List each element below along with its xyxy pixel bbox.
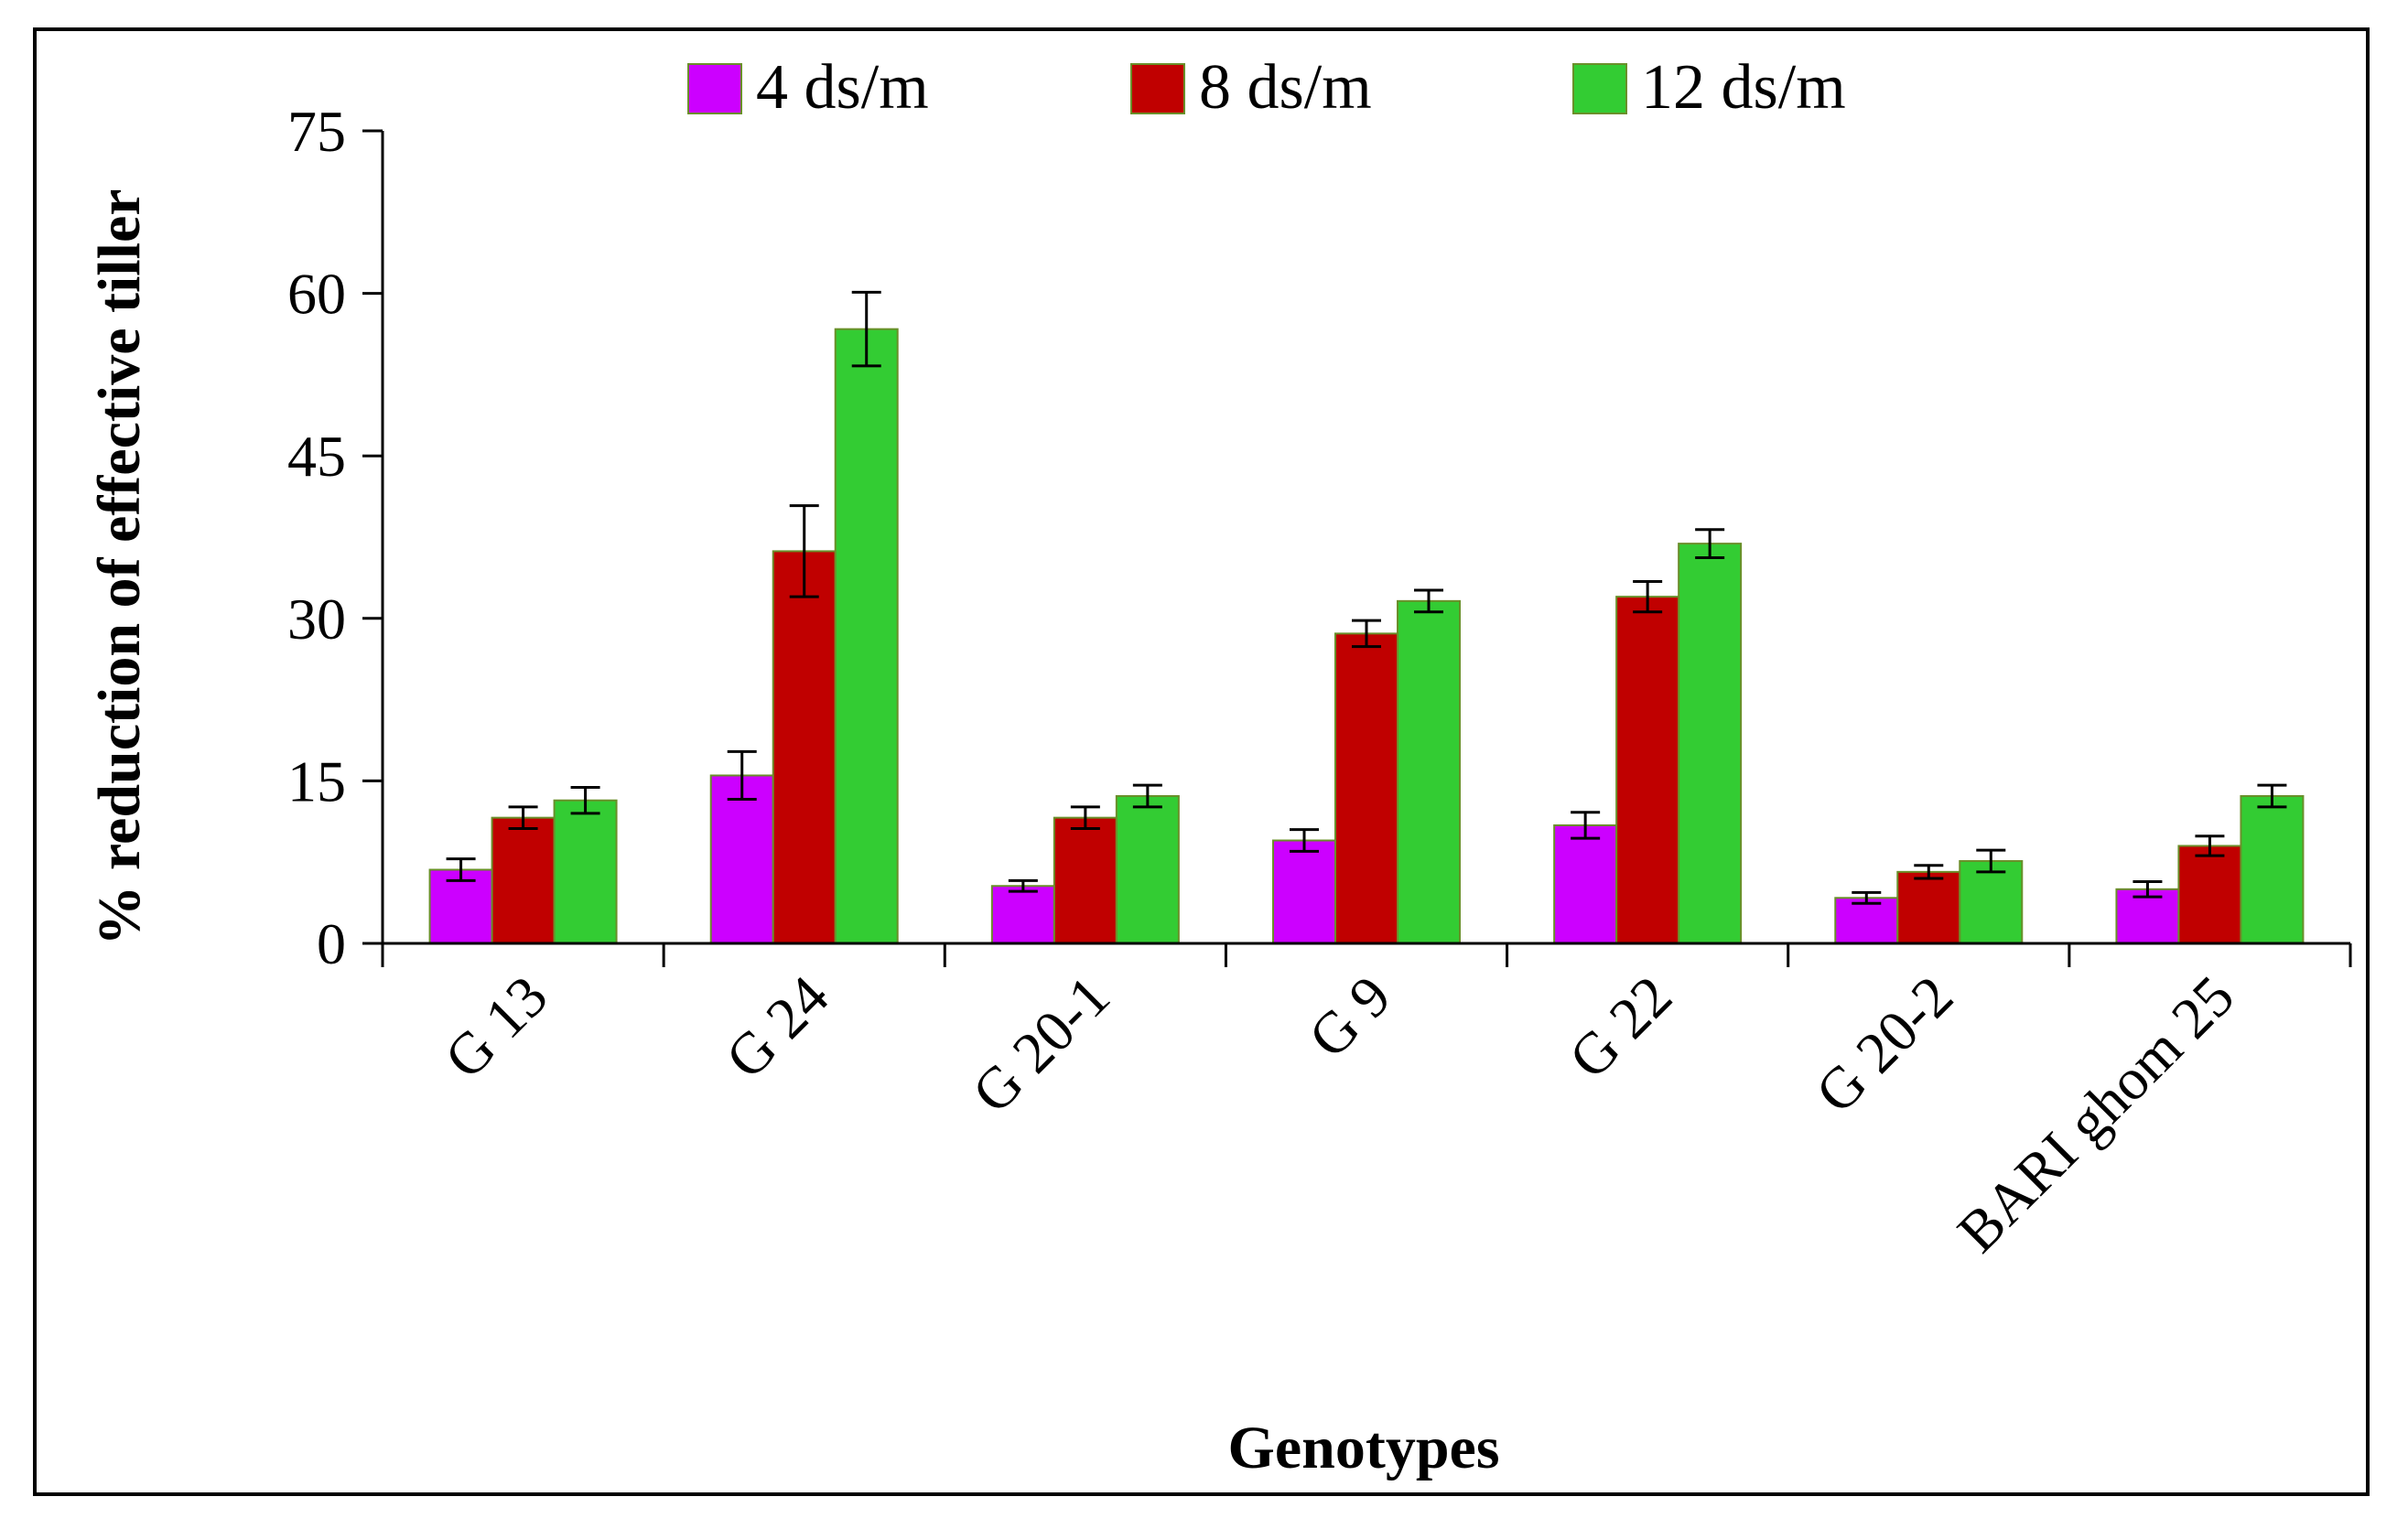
legend-label-1: 4 ds/m [756,52,929,123]
bar-2-2 [772,550,837,945]
x-tick-label-3: G 20-1 [960,964,1122,1125]
y-tick-label-75: 75 [287,99,346,164]
bar-2-5 [1615,596,1680,944]
y-tick-label-60: 60 [287,262,346,327]
chart-frame [33,27,2370,1496]
y-axis-title: % reduction of effective tiller [86,188,153,945]
bar-2-3 [1053,816,1118,944]
bar-1-6 [1834,897,1899,944]
axes: 0 15 30 45 60 75 G 13 G 24 G 20-1 G 9 G 22 G 20-2BA… [287,99,2352,1265]
x-tick-label-7: BARI ghom 25 [1945,964,2246,1265]
bar-2-7 [2177,845,2242,944]
bar-1-4 [1272,839,1336,945]
x-tick-label-2: G 24 [713,964,840,1091]
x-tick-label-5: G 22 [1557,964,1684,1091]
bar-3-1 [553,799,618,944]
legend: 4 ds/m 8 ds/m 12 ds/m [687,52,1846,123]
bar-3-5 [1678,543,1743,944]
bar-2-4 [1334,632,1398,944]
legend-label-3: 12 ds/m [1641,52,1846,123]
bar-3-6 [1959,860,2024,944]
x-tick-label-1: G 13 [432,964,559,1091]
legend-swatch-1 [687,63,742,114]
bar-2-1 [491,816,556,944]
bar-2-6 [1896,870,1961,945]
bar-3-3 [1115,794,1180,945]
x-axis-title: Genotypes [1228,1415,1500,1481]
legend-swatch-2 [1130,63,1185,114]
y-tick-label-45: 45 [287,424,346,489]
plot-area [428,290,2305,945]
bar-3-2 [834,328,899,944]
legend-swatch-3 [1572,63,1627,114]
x-tick-label-4: G 9 [1296,964,1403,1071]
legend-label-2: 8 ds/m [1199,52,1372,123]
y-tick-label-30: 30 [287,587,346,651]
y-tick-label-15: 15 [287,748,346,813]
x-tick-label-6: G 20-2 [1803,964,1965,1125]
y-tick-label-0: 0 [317,911,346,976]
bar-3-7 [2240,794,2305,945]
bar-1-3 [990,885,1055,944]
bar-1-5 [1553,824,1618,944]
bar-3-4 [1397,599,1461,945]
